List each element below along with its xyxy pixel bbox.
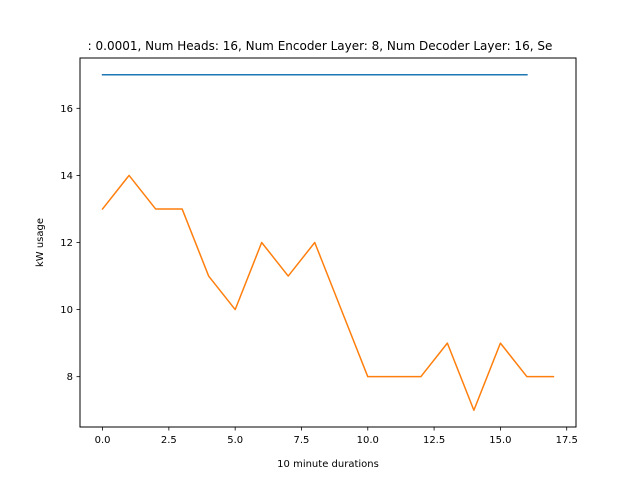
x-tick-label: 10.0 (357, 435, 379, 446)
y-tick-label: 16 (60, 104, 73, 115)
x-tick-label: 12.5 (423, 435, 445, 446)
x-axis: 0.0 2.5 5.0 7.5 10.0 12.5 15.0 17.5 (95, 427, 578, 446)
y-tick-label: 12 (60, 238, 73, 249)
series-layer (101, 74, 555, 411)
x-tick-label: 5.0 (227, 435, 243, 446)
x-axis-title: 10 minute durations (277, 459, 379, 470)
y-tick-label: 10 (60, 305, 73, 316)
x-tick-label: 7.5 (294, 435, 310, 446)
y-axis-title: kW usage (35, 218, 46, 267)
x-tick-label: 17.5 (556, 435, 578, 446)
chart-title: : 0.0001, Num Heads: 16, Num Encoder Lay… (88, 39, 553, 53)
x-tick-label: 15.0 (489, 435, 511, 446)
y-tick-label: 8 (67, 372, 73, 383)
series-line-2 (101, 174, 555, 411)
x-tick-label: 0.0 (95, 435, 111, 446)
x-tick-label: 2.5 (161, 435, 177, 446)
y-axis: 8 10 12 14 16 (60, 104, 80, 383)
y-tick-label: 14 (60, 171, 73, 182)
